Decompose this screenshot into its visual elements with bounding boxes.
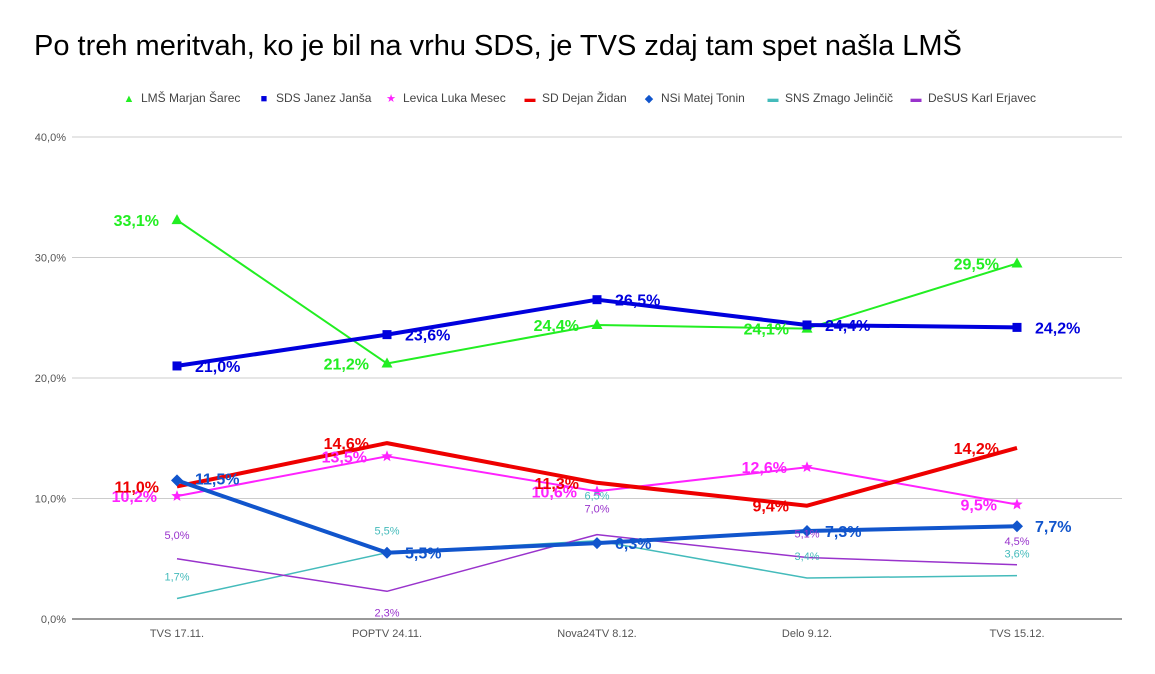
data-point-1-4 (1012, 322, 1022, 332)
data-label: 24,4% (825, 318, 870, 335)
data-label: 24,1% (744, 322, 789, 339)
data-label: 4,5% (1004, 536, 1029, 548)
data-label: 7,7% (1035, 519, 1071, 536)
data-label: 33,1% (114, 213, 159, 230)
data-label: 5,0% (164, 530, 189, 542)
data-point-4-0 (171, 474, 183, 487)
data-label: 10,2% (112, 489, 157, 506)
x-tick-label: POPTV 24.11. (352, 628, 422, 640)
data-point-0-1 (381, 357, 393, 368)
legend-item: ▬ SD Dejan Židan (524, 91, 627, 105)
x-tick-label: Nova24TV 8.12. (557, 628, 637, 640)
legend: ▲ LMŠ Marjan Šarec ■ SDS Janez Janša ★ Levica… (0, 91, 1155, 109)
data-label: 13,5% (322, 449, 367, 466)
data-label: 12,6% (742, 460, 787, 477)
y-tick-label: 30,0% (35, 253, 66, 265)
data-label: 26,5% (615, 293, 660, 310)
data-label: 10,6% (532, 484, 577, 501)
data-point-4-3 (801, 525, 813, 538)
data-label: 3,6% (1004, 549, 1029, 561)
legend-item: ■ SDS Janez Janša (258, 91, 372, 105)
legend-marker-icon: ▬ (767, 93, 779, 105)
data-label: 23,6% (405, 328, 450, 345)
data-label: 24,2% (1035, 320, 1080, 337)
legend-marker-icon: ▲ (123, 93, 135, 105)
x-tick-label: TVS 17.11. (150, 628, 204, 640)
data-label: 11,3% (535, 476, 579, 493)
legend-item: ▲ LMŠ Marjan Šarec (123, 91, 241, 105)
data-label: 11,0% (115, 479, 159, 496)
data-label: 29,5% (954, 257, 999, 274)
data-point-0-0 (171, 214, 183, 225)
data-point-1-0 (172, 361, 182, 371)
data-point-1-1 (382, 330, 392, 340)
y-tick-label: 0,0% (41, 614, 66, 626)
legend-label: DeSUS Karl Erjavec (928, 91, 1037, 105)
chart-title: Po treh meritvah, ko je bil na vrhu SDS,… (34, 30, 962, 62)
series-line-5 (176, 539, 1018, 600)
series-line-1 (176, 297, 1018, 368)
data-point-2-3 (801, 461, 813, 472)
legend-marker-icon: ■ (260, 93, 268, 105)
legend-marker-icon: ▬ (524, 93, 536, 105)
data-label: 3,4% (794, 551, 819, 563)
legend-label: SNS Zmago Jelinčič (785, 91, 894, 105)
data-label: 7,3% (825, 524, 861, 541)
data-label: 2,3% (374, 607, 399, 619)
legend-marker-icon: ▬ (910, 93, 922, 105)
legend-label: NSi Matej Tonin (661, 91, 745, 105)
data-label: 5,5% (405, 546, 441, 563)
y-tick-label: 40,0% (35, 132, 66, 144)
data-label: 9,5% (961, 498, 997, 515)
series-line-3 (176, 441, 1018, 508)
data-label: 11,5% (195, 471, 239, 488)
legend-item: ★ Levica Luka Mesec (385, 91, 506, 105)
series-line-0 (176, 219, 1018, 365)
y-tick-label: 10,0% (35, 494, 66, 506)
data-point-4-1 (381, 546, 393, 559)
legend-item: ▬ SNS Zmago Jelinčič (767, 91, 894, 105)
y-tick-label: 20,0% (35, 373, 66, 385)
data-label: 24,4% (534, 318, 579, 335)
data-label: 14,6% (324, 436, 369, 453)
legend-marker-icon: ★ (386, 93, 396, 105)
data-point-2-4 (1011, 498, 1023, 510)
data-label: 1,7% (164, 572, 189, 584)
data-point-4-4 (1011, 520, 1023, 533)
data-label: 6,5% (584, 491, 609, 503)
legend-marker-icon: ◆ (644, 93, 654, 105)
legend-label: SD Dejan Židan (542, 91, 627, 105)
legend-label: LMŠ Marjan Šarec (141, 91, 241, 105)
data-point-2-1 (381, 450, 393, 462)
data-label: 5,5% (374, 526, 399, 538)
data-point-2-2 (591, 485, 603, 497)
x-tick-label: Delo 9.12. (782, 628, 832, 640)
data-label: 21,2% (324, 357, 369, 374)
data-label: 9,4% (753, 499, 789, 516)
data-label: 7,0% (584, 504, 609, 516)
data-label: 6,3% (615, 536, 651, 553)
data-label: 21,0% (195, 359, 240, 376)
x-tick-label: TVS 15.12. (989, 628, 1044, 640)
data-label: 5,1% (794, 529, 819, 541)
series-line-6 (176, 533, 1018, 593)
legend-item: ▬ DeSUS Karl Erjavec (910, 91, 1037, 105)
data-point-1-2 (592, 295, 602, 305)
data-point-2-0 (171, 490, 183, 501)
legend-label: Levica Luka Mesec (403, 91, 506, 105)
data-point-4-2 (591, 537, 603, 550)
legend-label: SDS Janez Janša (276, 91, 372, 105)
legend-item: ◆ NSi Matej Tonin (643, 91, 745, 105)
data-point-0-2 (591, 318, 603, 329)
data-point-1-3 (802, 320, 812, 330)
data-point-0-4 (1011, 257, 1023, 268)
data-label: 14,2% (954, 441, 999, 458)
